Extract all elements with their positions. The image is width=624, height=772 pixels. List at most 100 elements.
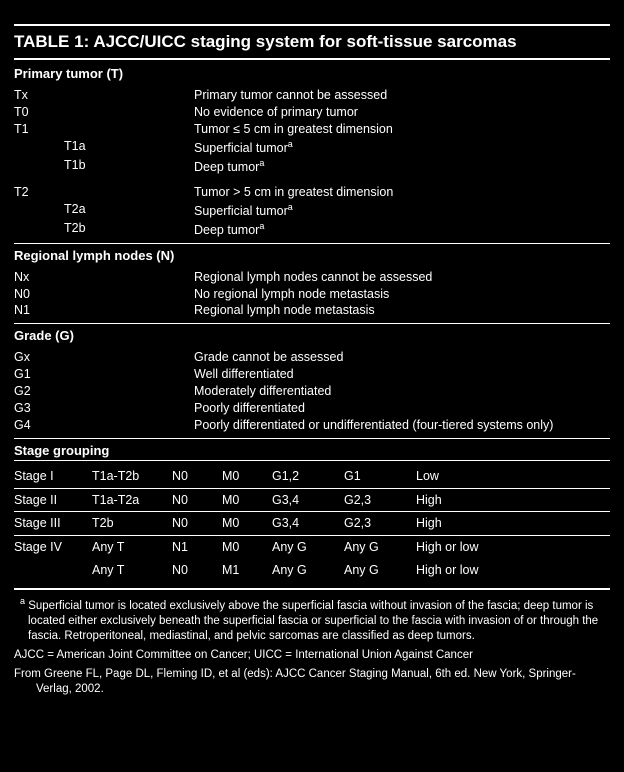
table-row: GxGrade cannot be assessed bbox=[14, 349, 610, 366]
subcode-cell: T1b bbox=[14, 157, 124, 176]
desc-cell: Poorly differentiated or undifferentiate… bbox=[194, 417, 610, 434]
stage-cell: N0 bbox=[172, 515, 222, 532]
pad bbox=[124, 157, 194, 176]
subcode-cell: T2a bbox=[14, 201, 124, 220]
desc-cell: No regional lymph node metastasis bbox=[194, 286, 610, 303]
stage-cell: N1 bbox=[172, 539, 222, 556]
pad bbox=[124, 220, 194, 239]
stage-cell: N0 bbox=[172, 492, 222, 509]
stage-cell: T1a-T2b bbox=[92, 468, 172, 485]
code-cell: G1 bbox=[14, 366, 64, 383]
stage-cell: Stage IV bbox=[14, 539, 92, 556]
stage-cell: M0 bbox=[222, 468, 272, 485]
stage-cell: Stage I bbox=[14, 468, 92, 485]
stage-cell: N0 bbox=[172, 562, 222, 579]
stage-cell: M0 bbox=[222, 492, 272, 509]
section-header-T: Primary tumor (T) bbox=[14, 66, 610, 81]
stage-cell: Any T bbox=[92, 539, 172, 556]
table-row: N0 No regional lymph node metastasis bbox=[14, 286, 610, 303]
stage-cell: High bbox=[416, 492, 610, 509]
code-cell: G2 bbox=[14, 383, 64, 400]
table-row: T2b Deep tumora bbox=[14, 220, 610, 239]
pad bbox=[124, 138, 194, 157]
stage-cell: G3,4 bbox=[272, 515, 344, 532]
stage-cell: Low bbox=[416, 468, 610, 485]
sup-marker: a bbox=[288, 202, 293, 212]
stage-cell: G2,3 bbox=[344, 492, 416, 509]
stage-cell: M0 bbox=[222, 539, 272, 556]
stage-cell: Any G bbox=[344, 562, 416, 579]
pad bbox=[64, 400, 194, 417]
code-cell: N0 bbox=[14, 286, 64, 303]
pad bbox=[64, 121, 194, 138]
footnote-source: From Greene FL, Page DL, Fleming ID, et … bbox=[14, 667, 610, 697]
pad bbox=[64, 302, 194, 319]
sup-marker: a bbox=[259, 221, 264, 231]
footnote-a: a Superficial tumor is located exclusive… bbox=[14, 596, 610, 644]
pad bbox=[64, 417, 194, 434]
code-cell: Tx bbox=[14, 87, 64, 104]
table-row: G2Moderately differentiated bbox=[14, 383, 610, 400]
desc-cell: Tumor ≤ 5 cm in greatest dimension bbox=[194, 121, 610, 138]
stage-cell: High bbox=[416, 515, 610, 532]
stage-row: Stage IIT1a-T2aN0M0G3,4G2,3High bbox=[14, 489, 610, 513]
top-rule bbox=[14, 24, 610, 26]
stage-cell: High or low bbox=[416, 539, 610, 556]
subcode-cell: T2b bbox=[14, 220, 124, 239]
table-row: G1 Well differentiated bbox=[14, 366, 610, 383]
stage-cell: High or low bbox=[416, 562, 610, 579]
stage-cell: M0 bbox=[222, 515, 272, 532]
section-header-G: Grade (G) bbox=[14, 328, 610, 343]
footnote-a-text: Superficial tumor is located exclusively… bbox=[28, 600, 598, 642]
pad bbox=[64, 104, 194, 121]
table-row: N1Regional lymph node metastasis bbox=[14, 302, 610, 319]
rule-after-title bbox=[14, 58, 610, 60]
code-cell: Nx bbox=[14, 269, 64, 286]
table-row: T1b Deep tumora bbox=[14, 157, 610, 176]
pad bbox=[124, 201, 194, 220]
stage-cell: G3,4 bbox=[272, 492, 344, 509]
table-row: NxRegional lymph nodes cannot be assesse… bbox=[14, 269, 610, 286]
stage-cell: Stage II bbox=[14, 492, 92, 509]
stage-row: Stage IT1a-T2bN0M0G1,2G1Low bbox=[14, 465, 610, 489]
code-cell: T0 bbox=[14, 104, 64, 121]
section-T-rows2: T2Tumor > 5 cm in greatest dimensionT2aS… bbox=[14, 184, 610, 239]
stage-row: Stage IIIT2bN0M0G3,4G2,3High bbox=[14, 512, 610, 536]
table-row: T1Tumor ≤ 5 cm in greatest dimension bbox=[14, 121, 610, 138]
table-row: T2aSuperficial tumora bbox=[14, 201, 610, 220]
rule-after-G bbox=[14, 438, 610, 439]
stage-table: Stage IT1a-T2bN0M0G1,2G1LowStage IIT1a-T… bbox=[14, 465, 610, 582]
table-title: TABLE 1: AJCC/UICC staging system for so… bbox=[14, 32, 610, 52]
footnote-abbr: AJCC = American Joint Committee on Cance… bbox=[14, 648, 610, 663]
section-T-rows: Tx Primary tumor cannot be assessed T0 No e… bbox=[14, 87, 610, 176]
stage-cell: T2b bbox=[92, 515, 172, 532]
footnote-source-text: From Greene FL, Page DL, Fleming ID, et … bbox=[14, 667, 610, 697]
desc-cell: Well differentiated bbox=[194, 366, 610, 383]
code-cell: G4 bbox=[14, 417, 64, 434]
table-container: TABLE 1: AJCC/UICC staging system for so… bbox=[0, 0, 624, 710]
stage-row: Any TN0M1Any GAny GHigh or low bbox=[14, 559, 610, 582]
pad bbox=[64, 286, 194, 303]
pad bbox=[64, 383, 194, 400]
stage-cell bbox=[14, 562, 92, 579]
desc-cell: No evidence of primary tumor bbox=[194, 104, 610, 121]
section-G-rows: GxGrade cannot be assessedG1 Well differe… bbox=[14, 349, 610, 433]
table-row: G3Poorly differentiated bbox=[14, 400, 610, 417]
table-row: T2Tumor > 5 cm in greatest dimension bbox=[14, 184, 610, 201]
table-row: Tx Primary tumor cannot be assessed bbox=[14, 87, 610, 104]
desc-cell: Primary tumor cannot be assessed bbox=[194, 87, 610, 104]
stage-cell: M1 bbox=[222, 562, 272, 579]
stage-row: Stage IVAny TN1M0Any GAny GHigh or low bbox=[14, 536, 610, 559]
desc-cell: Deep tumora bbox=[194, 220, 610, 239]
stage-cell: Any G bbox=[272, 562, 344, 579]
pad bbox=[64, 269, 194, 286]
rule-before-footnotes bbox=[14, 588, 610, 590]
sup-marker: a bbox=[288, 139, 293, 149]
desc-cell: Deep tumora bbox=[194, 157, 610, 176]
footnote-a-sup: a bbox=[20, 596, 25, 606]
stage-cell: Any T bbox=[92, 562, 172, 579]
rule-after-T bbox=[14, 243, 610, 244]
subcode-cell: T1a bbox=[14, 138, 124, 157]
desc-cell: Tumor > 5 cm in greatest dimension bbox=[194, 184, 610, 201]
pad bbox=[64, 184, 194, 201]
